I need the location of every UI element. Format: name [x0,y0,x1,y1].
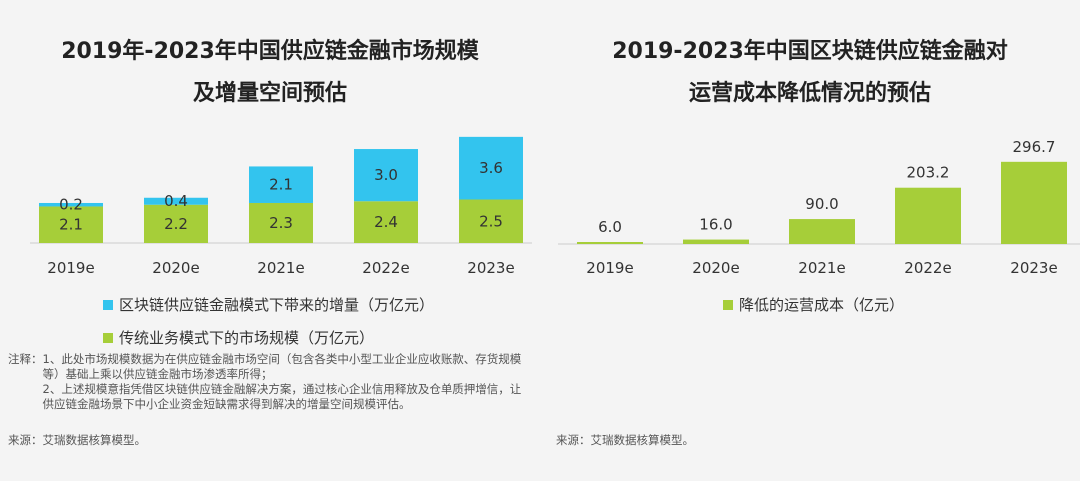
bar-label-traditional-2019e: 2.1 [59,216,83,234]
bar-traditional-2022e [354,201,418,243]
legend-swatch-cost [723,299,733,310]
bar-cost-2023e [1001,161,1067,244]
legend-label-increment: 区块链供应链金融模式下带来的增量（万亿元） [119,296,435,314]
chart-title-line1: 2019年-2023年中国供应链金融市场规模 [61,39,479,64]
bar-traditional-2023e [459,199,523,243]
bar-label-traditional-2021e: 2.3 [269,214,293,232]
x-tick-label-2022e: 2022e [904,259,951,277]
bar-traditional-2019e [39,206,103,243]
x-tick-label-2019e: 2019e [47,259,94,277]
source-note: 来源：艾瑞数据核算模型。 [556,433,694,447]
chart-title-line1: 2019-2023年中国区块链供应链金融对 [612,39,1008,64]
legend-swatch-increment [103,299,113,310]
x-tick-label-2020e: 2020e [692,259,739,277]
note-row-1: 注释： 1、此处市场规模数据为在供应链金融市场空间（包含各类中小型工业企业应收账… [8,352,528,382]
bar-label-increment-2021e: 2.1 [269,176,293,194]
x-tick-label-2019e: 2019e [586,259,633,277]
x-tick-label-2022e: 2022e [362,259,409,277]
note-item-2: 2、上述规模意指凭借区块链供应链金融解决方案，通过核心企业信用释放及仓单质押增信… [42,382,522,411]
bar-cost-2022e [895,187,961,244]
bar-label-increment-2020e: 0.4 [164,192,188,210]
bar-label-traditional-2022e: 2.4 [374,213,398,231]
note-row-2: 注释： 2、上述规模意指凭借区块链供应链金融解决方案，通过核心企业信用释放及仓单… [8,382,528,412]
legend-label-traditional: 传统业务模式下的市场规模（万亿元） [119,329,375,347]
x-tick-label-2023e: 2023e [467,259,514,277]
legend-item-traditional: 传统业务模式下的市场规模（万亿元） [103,327,374,348]
bar-value-label-2019e: 6.0 [598,218,622,236]
legend-swatch-traditional [103,332,113,343]
bar-value-label-2020e: 16.0 [699,216,732,234]
bar-traditional-2021e [249,202,313,243]
chart-title-line2: 运营成本降低情况的预估 [688,81,931,106]
bar-increment-2019e [39,202,103,207]
bar-increment-2020e [144,197,208,205]
bar-value-label-2021e: 90.0 [805,195,838,213]
legend-label-cost: 降低的运营成本（亿元） [739,296,905,314]
bar-cost-2020e [683,239,749,244]
bar-increment-2022e [354,149,418,202]
bar-increment-2023e [459,136,523,200]
note-item-1: 1、此处市场规模数据为在供应链金融市场空间（包含各类中小型工业企业应收账款、存货… [42,352,522,381]
legend-item-increment: 区块链供应链金融模式下带来的增量（万亿元） [103,294,434,315]
cost-reduction-chart: 6.0 2019e 16.0 2020e 90.0 2021e 203.2 2022e 296.… [558,138,1080,277]
bar-label-traditional-2020e: 2.2 [164,215,188,233]
legend-item-cost: 降低的运营成本（亿元） [723,294,904,315]
bar-value-label-2022e: 203.2 [907,164,950,182]
market-size-chart: 2.1 0.2 2019e 2.2 0.4 2020e 2.3 2.1 2021e 2.4 3.0 2… [30,136,532,277]
x-tick-label-2021e: 2021e [798,259,845,277]
bar-increment-2021e [249,166,313,203]
bar-label-increment-2022e: 3.0 [374,166,398,184]
chart-notes: 注释： 1、此处市场规模数据为在供应链金融市场空间（包含各类中小型工业企业应收账… [8,352,528,412]
cost-reduction-panel: 2019-2023年中国区块链供应链金融对 运营成本降低情况的预估 6.0 201… [540,0,1080,481]
notes-prefix: 注释： [8,352,43,366]
bar-label-increment-2023e: 3.6 [479,159,503,177]
source-note: 来源：艾瑞数据核算模型。 [8,433,146,447]
chart-title-line2: 及增量空间预估 [192,81,347,106]
bar-cost-2021e [789,219,855,244]
bar-traditional-2020e [144,204,208,243]
x-tick-label-2023e: 2023e [1010,259,1057,277]
bar-label-increment-2019e: 0.2 [59,196,83,214]
bar-cost-2019e [577,242,643,244]
bar-value-label-2023e: 296.7 [1013,138,1056,156]
x-tick-label-2021e: 2021e [257,259,304,277]
market-size-panel: 2019年-2023年中国供应链金融市场规模 及增量空间预估 2.1 0.2 201… [8,39,532,447]
x-tick-label-2020e: 2020e [152,259,199,277]
bar-label-traditional-2023e: 2.5 [479,212,503,230]
